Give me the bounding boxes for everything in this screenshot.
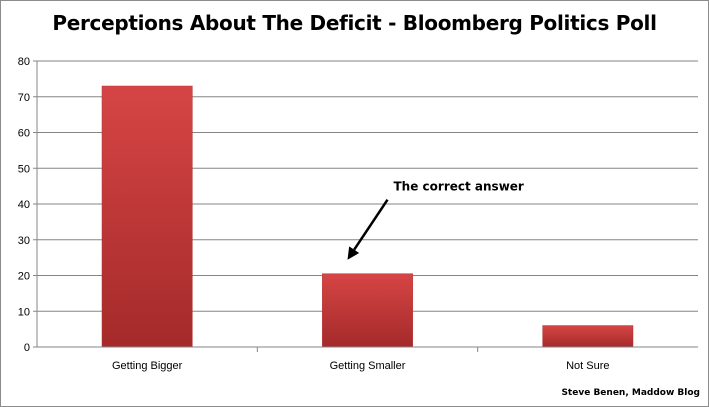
y-tick-label: 50 bbox=[18, 163, 30, 175]
y-tick-label: 10 bbox=[18, 306, 30, 318]
y-tick-label: 30 bbox=[18, 235, 30, 247]
x-category-label: Not Sure bbox=[566, 360, 609, 372]
bar-getting-smaller bbox=[322, 273, 413, 348]
y-tick-label: 40 bbox=[18, 199, 30, 211]
y-tick-label: 80 bbox=[18, 56, 30, 68]
bar-not-sure bbox=[542, 325, 634, 348]
y-tick-label: 70 bbox=[18, 92, 30, 104]
y-tick-label: 20 bbox=[18, 271, 30, 283]
chart-title: Perceptions About The Deficit - Bloomber… bbox=[52, 11, 657, 35]
x-category-label: Getting Bigger bbox=[112, 360, 183, 372]
x-category-label: Getting Smaller bbox=[330, 360, 406, 372]
annotation-arrow-line bbox=[353, 199, 389, 251]
y-tick-label: 60 bbox=[18, 128, 30, 140]
y-tick-label: 0 bbox=[24, 342, 30, 354]
annotation-arrow-head bbox=[347, 246, 360, 260]
bar-getting-bigger bbox=[101, 85, 193, 348]
annotation-text: The correct answer bbox=[394, 180, 524, 194]
chart-credit: Steve Benen, Maddow Blog bbox=[561, 388, 700, 398]
